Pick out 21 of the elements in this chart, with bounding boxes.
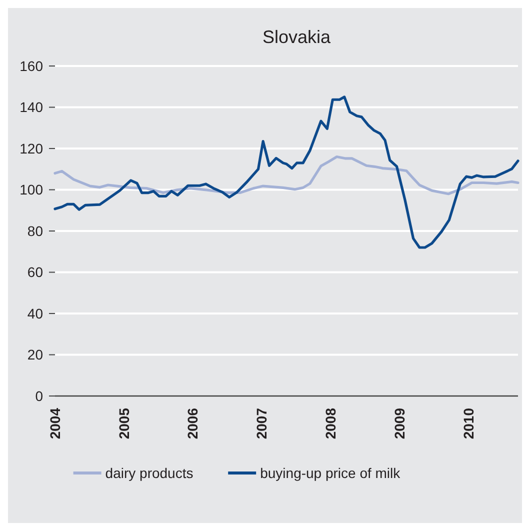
y-tick-label: 20 (27, 346, 44, 363)
y-tick-label: 0 (35, 388, 44, 404)
line-series (54, 155, 520, 196)
y-tick-label: 160 (20, 58, 44, 74)
line-series (54, 96, 520, 249)
y-tick-label: 140 (20, 99, 44, 116)
x-tick-label: 2009 (391, 408, 408, 440)
x-tick-label: 2006 (184, 408, 201, 440)
x-tick-label: 2004 (46, 408, 63, 440)
y-tick-label: 120 (20, 140, 44, 156)
y-tick-label: 100 (20, 182, 44, 198)
x-tick-label: 2005 (116, 408, 132, 440)
legend-label: dairy products (105, 464, 194, 481)
x-tick-label: 2007 (254, 408, 270, 440)
legend-label: buying-up price of milk (260, 464, 402, 481)
y-tick-label: 40 (27, 305, 44, 322)
y-tick-label: 60 (27, 264, 44, 280)
y-tick-label: 80 (27, 222, 44, 239)
x-tick-label: 2010 (460, 408, 476, 440)
x-tick-label: 2008 (322, 408, 338, 440)
chart-title: Slovakia (262, 27, 332, 47)
